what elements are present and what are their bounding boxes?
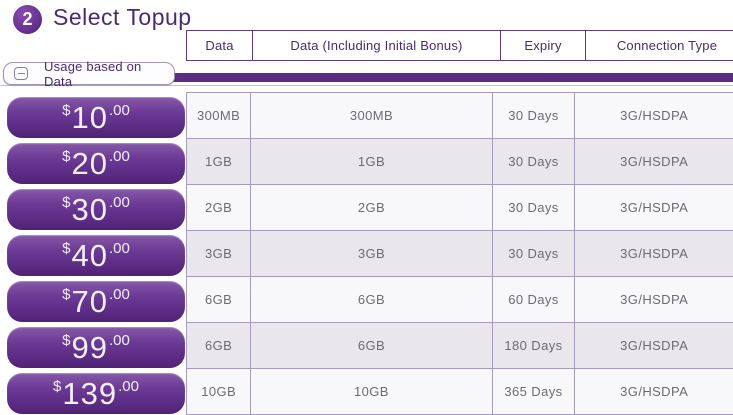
cell-connection-type: 3G/HSDPA	[620, 200, 689, 215]
panel-header-bar	[165, 73, 733, 82]
topup-table-body: 300MB 300MB 30 Days 3G/HSDPA 1GB 1GB 30 Days 3G…	[186, 92, 733, 415]
cell-data-bonus: 300MB	[251, 93, 493, 138]
table-row: 2GB 2GB 30 Days 3G/HSDPA	[187, 185, 733, 231]
table-row: 1GB 1GB 30 Days 3G/HSDPA	[187, 139, 733, 185]
topup-price-button[interactable]: $99.00	[7, 327, 185, 368]
price-price: 10	[71, 99, 108, 135]
cell-connection-type: 3G/HSDPA	[620, 246, 689, 261]
topup-price-button[interactable]: $70.00	[7, 281, 185, 322]
price-cents: .00	[108, 240, 130, 257]
page-title: Select Topup	[53, 4, 192, 30]
cell-expiry: 30 Days	[493, 231, 576, 276]
price-currency: $	[62, 332, 71, 349]
cell-expiry: 30 Days	[493, 93, 576, 138]
column-header-connection: Connection Type	[616, 38, 718, 53]
cell-data-bonus: 6GB	[251, 323, 493, 368]
price-currency: $	[62, 240, 71, 257]
price-price: 139	[62, 375, 118, 411]
price-price: 99	[71, 329, 108, 365]
table-header-row: Data Data (Including Initial Bonus) Expiry…	[186, 30, 733, 61]
price-currency: $	[62, 194, 71, 211]
topup-price-button[interactable]: $40.00	[7, 235, 185, 276]
cell-data: 3GB	[187, 231, 252, 276]
price-price: 20	[71, 145, 108, 181]
price-currency: $	[62, 148, 71, 165]
cell-expiry: 180 Days	[493, 323, 576, 368]
cell-data-bonus: 10GB	[251, 369, 493, 414]
price-cents: .00	[108, 194, 130, 211]
cell-expiry: 60 Days	[493, 277, 576, 322]
table-row: 10GB 10GB 365 Days 3G/HSDPA	[187, 369, 733, 415]
cell-data: 1GB	[187, 139, 252, 184]
cell-expiry: 30 Days	[493, 185, 576, 230]
cell-data: 300MB	[187, 93, 252, 138]
cell-data: 2GB	[187, 185, 252, 230]
usage-panel-tab[interactable]: Usage based on Data	[3, 59, 175, 89]
cell-expiry: 30 Days	[493, 139, 576, 184]
price-button-column: $10.00 $20.00 $30.00 $40.00 $70.00 $99.00 $139…	[7, 97, 185, 415]
cell-expiry: 365 Days	[493, 369, 576, 414]
cell-data: 6GB	[187, 277, 252, 322]
column-header-expiry: Expiry	[501, 31, 586, 60]
cell-data: 10GB	[187, 369, 252, 414]
price-cents: .00	[108, 332, 130, 349]
price-cents: .00	[108, 102, 130, 119]
cell-data: 6GB	[187, 323, 252, 368]
step-number-badge: 2	[13, 5, 42, 34]
topup-price-button[interactable]: $20.00	[7, 143, 185, 184]
table-row: 6GB 6GB 180 Days 3G/HSDPA	[187, 323, 733, 369]
price-cents: .00	[108, 286, 130, 303]
column-header-data_bonus: Data (Including Initial Bonus)	[253, 31, 501, 60]
step-number: 2	[22, 9, 33, 29]
cell-connection-type: 3G/HSDPA	[620, 154, 689, 169]
panel-divider-line	[0, 85, 733, 86]
price-price: 30	[71, 191, 108, 227]
cell-data-bonus: 3GB	[251, 231, 493, 276]
cell-connection-type: 3G/HSDPA	[620, 108, 689, 123]
cell-connection-type: 3G/HSDPA	[620, 384, 689, 399]
price-cents: .00	[108, 148, 130, 165]
cell-data-bonus: 2GB	[251, 185, 493, 230]
column-header-data: Data	[187, 31, 253, 60]
collapse-minus-icon[interactable]	[14, 67, 28, 80]
table-row: 300MB 300MB 30 Days 3G/HSDPA	[187, 93, 733, 139]
price-price: 40	[71, 237, 108, 273]
price-currency: $	[62, 102, 71, 119]
usage-panel-tab-label: Usage based on Data	[44, 58, 142, 89]
price-currency: $	[62, 286, 71, 303]
cell-connection-type: 3G/HSDPA	[620, 338, 689, 353]
cell-data-bonus: 6GB	[251, 277, 493, 322]
price-price: 70	[71, 283, 108, 319]
price-cents: .00	[118, 378, 139, 395]
table-row: 3GB 3GB 30 Days 3G/HSDPA	[187, 231, 733, 277]
topup-price-button[interactable]: $30.00	[7, 189, 185, 230]
topup-price-button[interactable]: $10.00	[7, 97, 185, 138]
table-row: 6GB 6GB 60 Days 3G/HSDPA	[187, 277, 733, 323]
price-currency: $	[53, 378, 62, 395]
topup-price-button[interactable]: $139.00	[7, 373, 185, 414]
cell-data-bonus: 1GB	[251, 139, 493, 184]
cell-connection-type: 3G/HSDPA	[620, 292, 689, 307]
